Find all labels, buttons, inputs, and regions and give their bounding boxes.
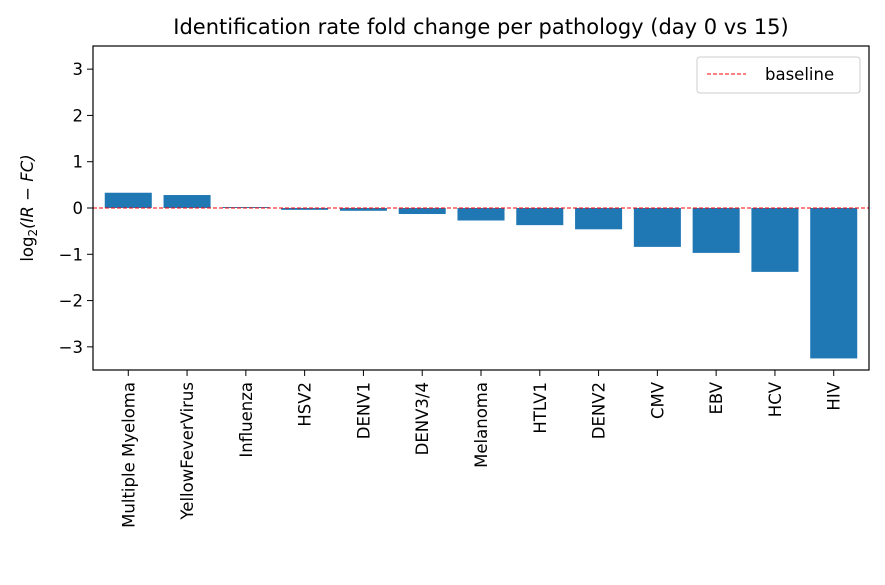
x-tick-label: HTLV1 [531, 382, 550, 434]
x-tick-label: YellowFeverVirus [178, 382, 197, 521]
y-axis-label-expression: (IR − FC) [18, 154, 37, 229]
legend-box [696, 56, 861, 94]
y-axis: 3 2 1 0 −1 −2 −3 [59, 60, 93, 357]
x-tick-label: DENV2 [590, 382, 609, 439]
x-tick-label: EBV [707, 381, 726, 414]
y-tick-label: 1 [73, 153, 84, 172]
y-tick-label: −2 [59, 292, 83, 311]
chart-title: Identification rate fold change per path… [173, 15, 789, 39]
bar-cmv [633, 208, 681, 247]
x-tick-label: Multiple Myeloma [119, 382, 138, 528]
x-tick-label: Influenza [237, 382, 256, 458]
bar-denv2 [575, 208, 623, 230]
bars [104, 192, 858, 359]
y-tick-label: 2 [73, 106, 84, 125]
bar-hcv [751, 208, 799, 272]
x-tick-label: DENV1 [354, 382, 373, 439]
x-tick-label: HCV [766, 381, 785, 417]
bar-denv3-4 [398, 208, 446, 215]
legend: baseline [696, 56, 861, 94]
x-axis: Multiple Myeloma YellowFeverVirus Influenz… [119, 370, 844, 528]
x-tick-label: HSV2 [296, 382, 315, 427]
bar-melanoma [457, 208, 505, 221]
bar-denv1 [339, 208, 387, 211]
y-axis-label: log2(IR − FC) [18, 154, 40, 261]
bar-yellowfevervirus [163, 195, 211, 208]
bar-hiv [810, 208, 858, 359]
x-tick-label: DENV3/4 [413, 382, 432, 455]
y-axis-label-subscript: 2 [26, 229, 40, 237]
y-tick-label: 3 [73, 60, 84, 79]
x-tick-label: CMV [648, 381, 667, 419]
y-tick-label: 0 [73, 199, 84, 218]
y-axis-label-prefix: log [18, 237, 37, 262]
y-tick-label: −3 [59, 338, 83, 357]
y-tick-label: −1 [59, 245, 83, 264]
bar-ebv [692, 208, 740, 253]
bar-hsv2 [281, 208, 329, 210]
bar-multiple-myeloma [104, 192, 152, 208]
legend-label-baseline: baseline [765, 65, 834, 84]
bar-htlv1 [516, 208, 564, 226]
x-tick-label: Melanoma [472, 382, 491, 468]
x-tick-label: HIV [825, 381, 844, 410]
